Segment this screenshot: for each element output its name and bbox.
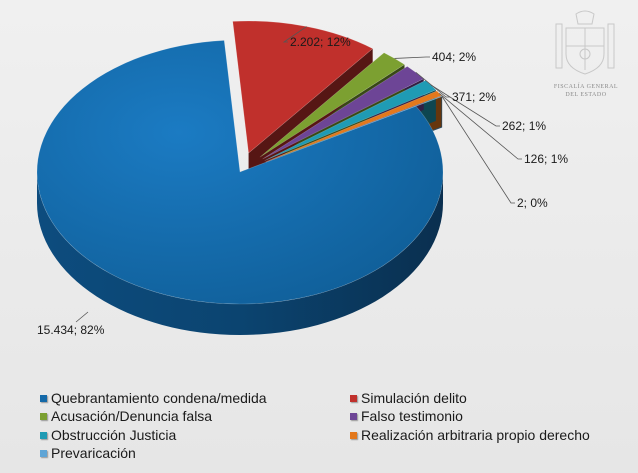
legend-item: Simulación delito <box>350 390 467 406</box>
legend-item: Falso testimonio <box>350 408 463 424</box>
data-label: 404; 2% <box>432 50 476 64</box>
emblem-line-2: DEL ESTADO <box>565 92 607 98</box>
leader-line <box>415 72 450 98</box>
emblem-line-1: FISCALÍA GENERAL <box>553 84 619 90</box>
data-label: 126; 1% <box>524 152 568 166</box>
legend-swatch <box>40 449 47 457</box>
legend-swatch <box>350 431 357 439</box>
data-label: 2; 0% <box>517 196 548 210</box>
data-label: 262; 1% <box>502 119 546 133</box>
legend-label: Acusación/Denuncia falsa <box>51 408 213 424</box>
leader-line <box>394 56 430 59</box>
legend-label: Prevaricación <box>51 445 136 461</box>
leader-line <box>282 26 307 43</box>
legend-label: Realización arbitraria propio derecho <box>361 427 590 443</box>
legend-label: Quebrantamiento condena/medida <box>51 390 267 406</box>
legend-item: Obstrucción Justicia <box>40 427 176 443</box>
leader-line <box>430 84 500 127</box>
legend-item: Realización arbitraria propio derecho <box>350 427 590 443</box>
legend-item: Prevaricación <box>40 445 136 461</box>
data-label: 371; 2% <box>452 90 496 104</box>
leader-line <box>438 92 522 160</box>
legend-label: Obstrucción Justicia <box>51 427 177 443</box>
legend-label: Falso testimonio <box>361 408 463 424</box>
pie-slice <box>36 40 444 305</box>
coat-of-arms-icon <box>552 10 618 106</box>
pie-chart: 15.434; 82% 2.202; 12% 404; 2% 371; 2% 262; … <box>36 20 568 337</box>
legend-swatch <box>40 412 47 420</box>
data-label: 2.202; 12% <box>290 35 351 49</box>
legend-swatch <box>40 394 47 402</box>
legend-swatch <box>350 412 357 420</box>
legend-swatch <box>40 431 47 439</box>
emblem-caption: FISCALÍA GENERAL DEL ESTADO <box>546 83 626 99</box>
pie-slice-side <box>37 172 443 335</box>
pie-slice <box>259 52 406 158</box>
legend-item: Quebrantamiento condena/medida <box>40 390 267 406</box>
legend-swatch <box>350 394 357 402</box>
leader-line <box>441 96 515 204</box>
data-label: 15.434; 82% <box>37 323 105 337</box>
leader-line <box>75 311 89 323</box>
legend-item: Acusación/Denuncia falsa <box>40 408 212 424</box>
legend-label: Simulación delito <box>361 390 467 406</box>
